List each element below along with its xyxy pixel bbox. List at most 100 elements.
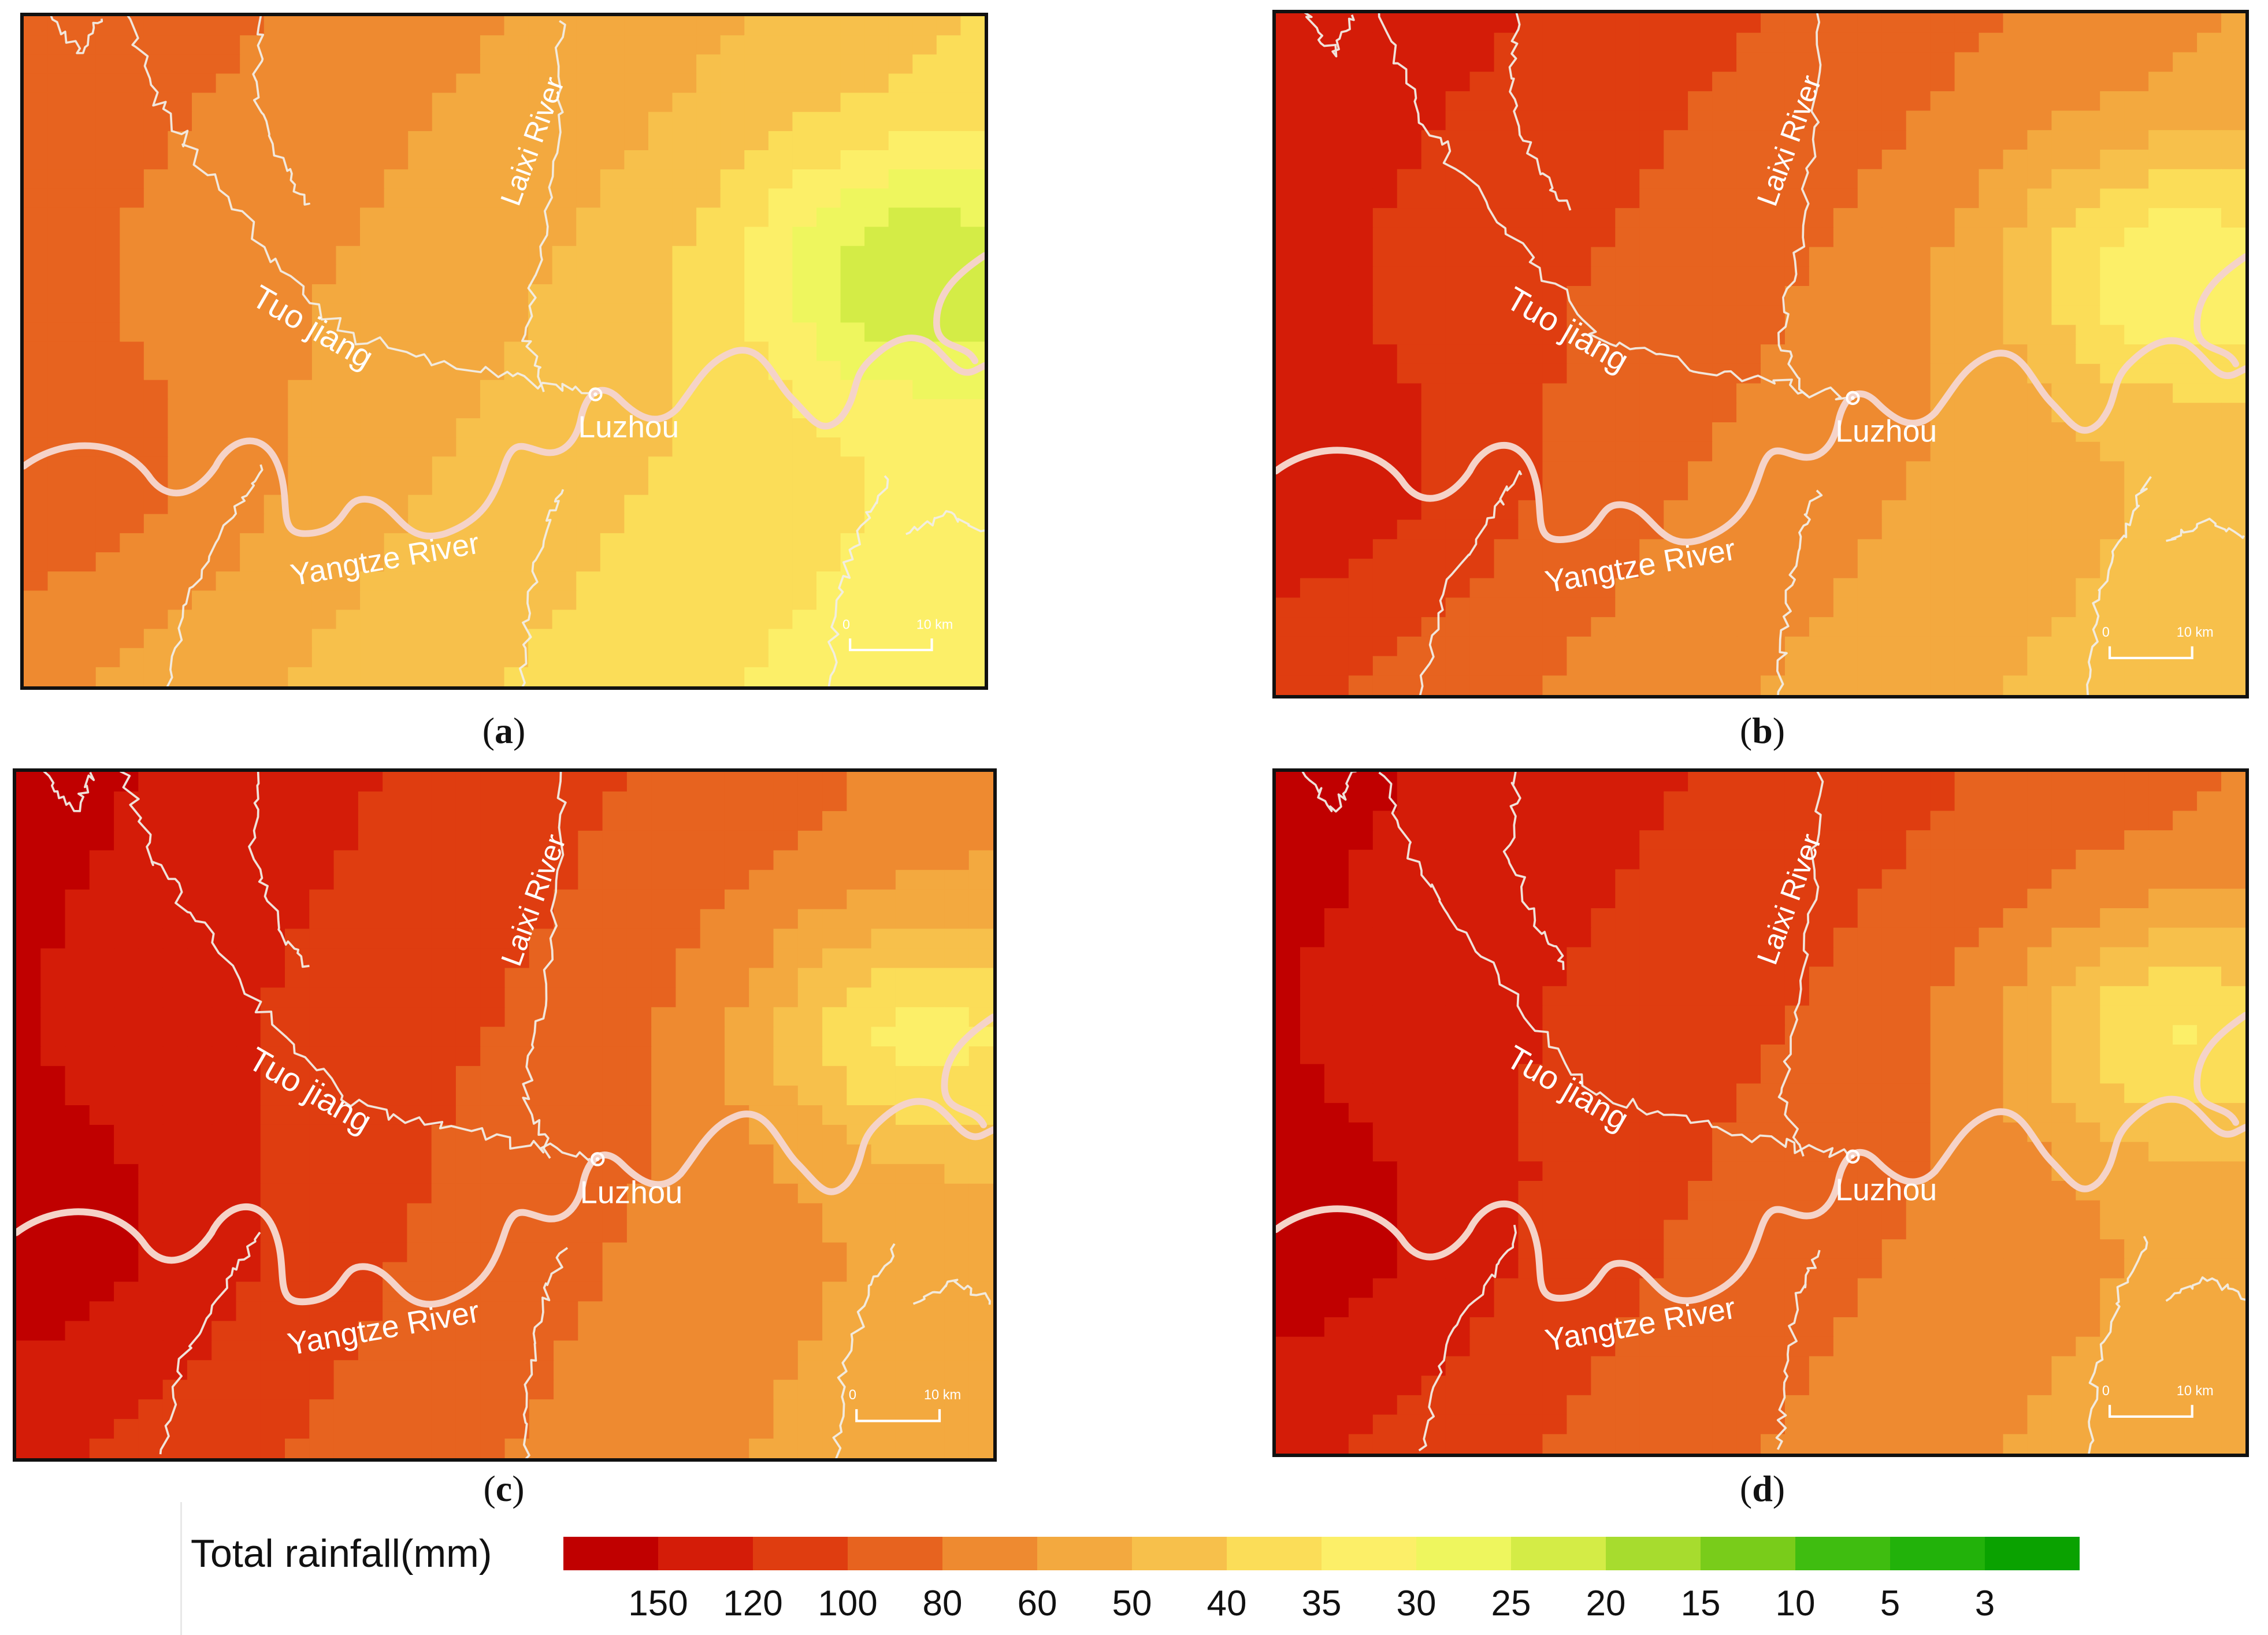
raster-cell (24, 226, 49, 247)
raster-cell (1469, 110, 1495, 131)
raster-cell (1809, 519, 1834, 540)
raster-cell (847, 791, 872, 812)
raster-cell (162, 1360, 188, 1381)
raster-cell (2076, 52, 2101, 73)
raster-cell (1469, 72, 1495, 92)
raster-cell (1639, 266, 1665, 287)
raster-cell (2173, 811, 2198, 831)
raster-cell (65, 1027, 90, 1047)
raster-cell (888, 188, 914, 209)
raster-cell (1761, 227, 1786, 248)
raster-cell (968, 1360, 993, 1381)
raster-cell (1324, 13, 1349, 34)
raster-cell (2076, 559, 2101, 579)
raster-cell (1348, 266, 1374, 287)
raster-cell (383, 1144, 408, 1165)
raster-cell (960, 207, 985, 228)
raster-cell (1857, 849, 1883, 870)
raster-cell (1494, 325, 1519, 345)
raster-cell (384, 92, 409, 113)
raster-cell (1712, 344, 1738, 365)
raster-cell (1615, 830, 1640, 850)
raster-cell (528, 131, 553, 151)
raster-cell (626, 1340, 652, 1361)
raster-cell (1712, 986, 1738, 1006)
raster-cell (16, 811, 42, 831)
raster-cell (2124, 383, 2150, 404)
raster-cell (288, 380, 313, 400)
raster-cell (1930, 266, 1955, 287)
raster-cell (260, 1086, 286, 1106)
raster-cell (431, 1046, 456, 1067)
raster-cell (700, 850, 725, 871)
raster-cell (236, 987, 261, 1008)
raster-cell (847, 869, 872, 890)
raster-cell (773, 1183, 799, 1204)
raster-cell (672, 552, 697, 573)
raster-cell (95, 648, 121, 668)
raster-cell (1591, 13, 1616, 34)
raster-cell (72, 341, 96, 362)
raster-cell (2148, 169, 2174, 189)
raster-cell (1421, 383, 1446, 404)
raster-cell (2173, 597, 2198, 618)
raster-cell (1397, 150, 1422, 170)
raster-cell (529, 1242, 555, 1263)
raster-cell (1784, 266, 1810, 287)
raster-cell (120, 188, 144, 209)
raster-cell (456, 610, 481, 630)
raster-cell (1372, 656, 1398, 677)
raster-cell (1857, 72, 1883, 92)
raster-cell (240, 629, 265, 649)
raster-cell (358, 1124, 384, 1145)
raster-cell (1300, 150, 1325, 170)
raster-cell (216, 16, 241, 36)
raster-cell (1542, 403, 1568, 423)
raster-cell (1833, 344, 1858, 365)
raster-cell (1300, 208, 1325, 228)
raster-cell (1906, 441, 1931, 462)
raster-cell (529, 987, 555, 1008)
raster-cell (847, 1321, 872, 1342)
raster-cell (1615, 403, 1640, 423)
raster-cell (408, 590, 433, 611)
raster-cell (1688, 13, 1713, 34)
raster-cell (840, 571, 866, 592)
raster-cell (1469, 1083, 1495, 1104)
raster-cell (576, 571, 601, 592)
raster-cell (16, 1360, 42, 1381)
raster-cell (1494, 578, 1519, 599)
raster-cell (89, 1262, 115, 1283)
raster-cell (578, 948, 603, 969)
raster-cell (1784, 1025, 1810, 1046)
raster-cell (1324, 519, 1349, 540)
raster-cell (724, 1360, 750, 1381)
raster-cell (187, 1027, 213, 1047)
raster-cell (1784, 110, 1810, 131)
raster-cell (95, 188, 121, 209)
raster-cell (797, 1242, 823, 1263)
raster-cell (576, 207, 601, 228)
raster-cell (285, 791, 310, 812)
raster-cell (40, 1399, 66, 1420)
raster-cell (2076, 110, 2101, 131)
raster-cell (407, 889, 432, 910)
raster-cell (2076, 656, 2101, 677)
raster-cell (2003, 266, 2028, 287)
raster-cell (288, 571, 313, 592)
raster-cell (1979, 32, 2004, 53)
raster-cell (1857, 32, 1883, 53)
raster-cell (724, 1124, 750, 1145)
raster-cell (1954, 52, 1980, 73)
raster-cell (840, 648, 866, 668)
raster-cell (336, 475, 361, 496)
raster-cell (749, 1262, 774, 1283)
raster-cell (480, 246, 505, 266)
raster-cell (1324, 636, 1349, 657)
raster-cell (944, 1144, 970, 1165)
raster-cell (1688, 208, 1713, 228)
raster-cell (895, 1262, 921, 1283)
raster-cell (960, 552, 985, 573)
raster-cell (16, 1262, 42, 1283)
raster-cell (1979, 811, 2004, 831)
